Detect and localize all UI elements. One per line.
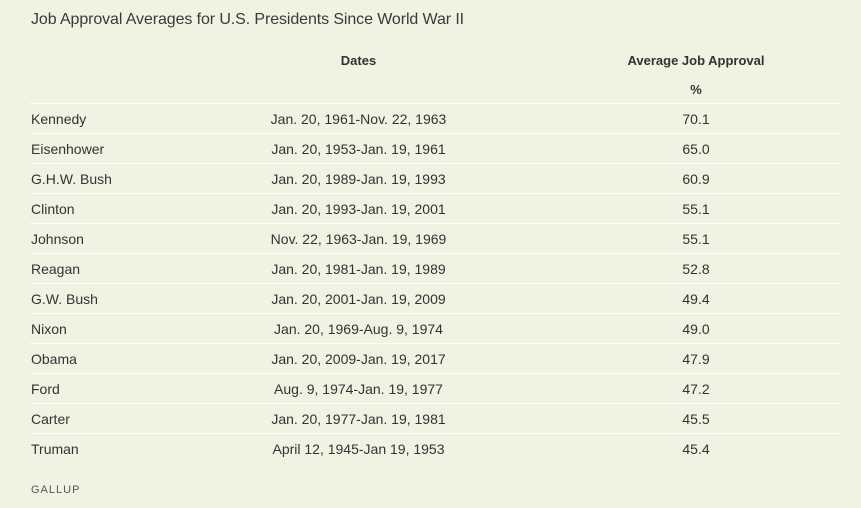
approval-value: 49.0 — [552, 313, 840, 344]
table-row: G.W. Bush Jan. 20, 2001-Jan. 19, 2009 49.4 — [30, 283, 840, 314]
approval-value: 65.0 — [552, 133, 840, 164]
term-dates: Jan. 20, 1993-Jan. 19, 2001 — [165, 193, 552, 224]
approval-value: 45.5 — [552, 403, 840, 434]
table-row: G.H.W. Bush Jan. 20, 1989-Jan. 19, 1993 60… — [30, 163, 840, 194]
approval-table: Dates Average Job Approval % Kennedy Jan.… — [30, 45, 840, 463]
header-name — [30, 45, 165, 75]
table-body: Kennedy Jan. 20, 1961-Nov. 22, 1963 70.1 Ei… — [30, 103, 840, 464]
president-name: Clinton — [30, 193, 165, 224]
approval-value: 49.4 — [552, 283, 840, 314]
term-dates: Jan. 20, 1989-Jan. 19, 1993 — [165, 163, 552, 194]
term-dates: Aug. 9, 1974-Jan. 19, 1977 — [165, 373, 552, 404]
table-row: Clinton Jan. 20, 1993-Jan. 19, 2001 55.1 — [30, 193, 840, 224]
approval-value: 60.9 — [552, 163, 840, 194]
approval-value: 45.4 — [682, 440, 710, 457]
term-dates: Jan. 20, 1961-Nov. 22, 1963 — [165, 103, 552, 134]
term-dates: Jan. 20, 1981-Jan. 19, 1989 — [165, 253, 552, 284]
term-dates: Nov. 22, 1963-Jan. 19, 1969 — [165, 223, 552, 254]
term-dates: Jan. 20, 2009-Jan. 19, 2017 — [165, 343, 552, 374]
table-row: Reagan Jan. 20, 1981-Jan. 19, 1989 52.8 — [30, 253, 840, 284]
table-header-row: Dates Average Job Approval — [30, 45, 840, 75]
page-title: Job Approval Averages for U.S. President… — [31, 11, 465, 28]
table-row: Nixon Jan. 20, 1969-Aug. 9, 1974 49.0 — [30, 313, 840, 344]
president-name: G.H.W. Bush — [30, 163, 165, 194]
president-name: Obama — [30, 343, 165, 374]
president-name: G.W. Bush — [30, 283, 165, 314]
source-label: GALLUP — [31, 484, 81, 496]
table-row: Ford Aug. 9, 1974-Jan. 19, 1977 47.2 — [30, 373, 840, 404]
president-name: Ford — [30, 373, 165, 404]
table-row: Kennedy Jan. 20, 1961-Nov. 22, 1963 70.1 — [30, 103, 840, 134]
approval-value: 70.1 — [552, 103, 840, 134]
president-name: Carter — [30, 403, 165, 434]
president-name: Truman — [31, 440, 79, 457]
approval-value: 55.1 — [552, 193, 840, 224]
term-dates: Jan. 20, 1977-Jan. 19, 1981 — [165, 403, 552, 434]
table-row: Truman April 12, 1945-Jan 19, 1953 45.4 — [30, 434, 840, 464]
term-dates: Jan. 20, 1953-Jan. 19, 1961 — [165, 133, 552, 164]
president-name: Reagan — [30, 253, 165, 284]
table-row: Johnson Nov. 22, 1963-Jan. 19, 1969 55.1 — [30, 223, 840, 254]
term-dates: April 12, 1945-Jan 19, 1953 — [272, 440, 445, 457]
president-name: Eisenhower — [30, 133, 165, 164]
approval-value: 47.9 — [552, 343, 840, 374]
approval-value: 55.1 — [552, 223, 840, 254]
term-dates: Jan. 20, 2001-Jan. 19, 2009 — [165, 283, 552, 314]
table-row: Eisenhower Jan. 20, 1953-Jan. 19, 1961 65.… — [30, 133, 840, 164]
table-row: Carter Jan. 20, 1977-Jan. 19, 1981 45.5 — [30, 403, 840, 434]
header-approval: Average Job Approval — [627, 52, 765, 68]
approval-value: 52.8 — [552, 253, 840, 284]
table-row: Obama Jan. 20, 2009-Jan. 19, 2017 47.9 — [30, 343, 840, 374]
term-dates: Jan. 20, 1969-Aug. 9, 1974 — [165, 313, 552, 344]
president-name: Nixon — [30, 313, 165, 344]
header-dates: Dates — [340, 52, 377, 68]
president-name: Johnson — [30, 223, 165, 254]
table-unit-row: % — [30, 75, 840, 104]
approval-value: 47.2 — [552, 373, 840, 404]
header-unit: % — [552, 75, 840, 104]
president-name: Kennedy — [30, 103, 165, 134]
